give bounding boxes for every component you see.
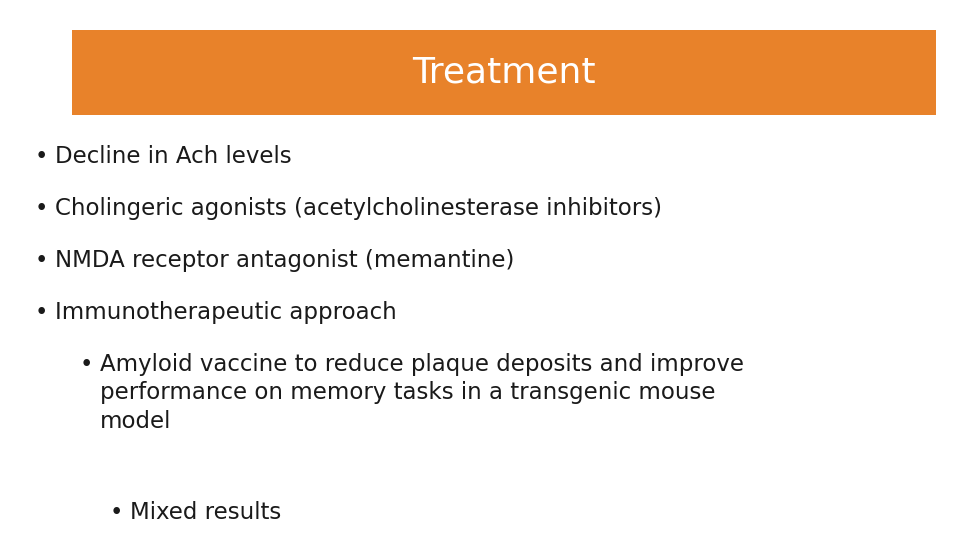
Text: NMDA receptor antagonist (memantine): NMDA receptor antagonist (memantine) [55, 249, 515, 272]
Text: •: • [80, 353, 93, 376]
Text: •: • [35, 145, 48, 168]
Bar [72, 30, 936, 115]
Text: Amyloid vaccine to reduce plaque deposits and improve
performance on memory task: Amyloid vaccine to reduce plaque deposit… [100, 353, 744, 433]
Text: Mixed results: Mixed results [130, 501, 281, 524]
Text: •: • [35, 301, 48, 324]
Text: •: • [35, 249, 48, 272]
Text: Immunotherapeutic approach: Immunotherapeutic approach [55, 301, 396, 324]
Text: •: • [110, 501, 124, 524]
Text: Decline in Ach levels: Decline in Ach levels [55, 145, 292, 168]
Text: Cholingeric agonists (acetylcholinesterase inhibitors): Cholingeric agonists (acetylcholinestera… [55, 197, 662, 220]
Text: •: • [35, 197, 48, 220]
Text: Treatment: Treatment [412, 56, 596, 90]
